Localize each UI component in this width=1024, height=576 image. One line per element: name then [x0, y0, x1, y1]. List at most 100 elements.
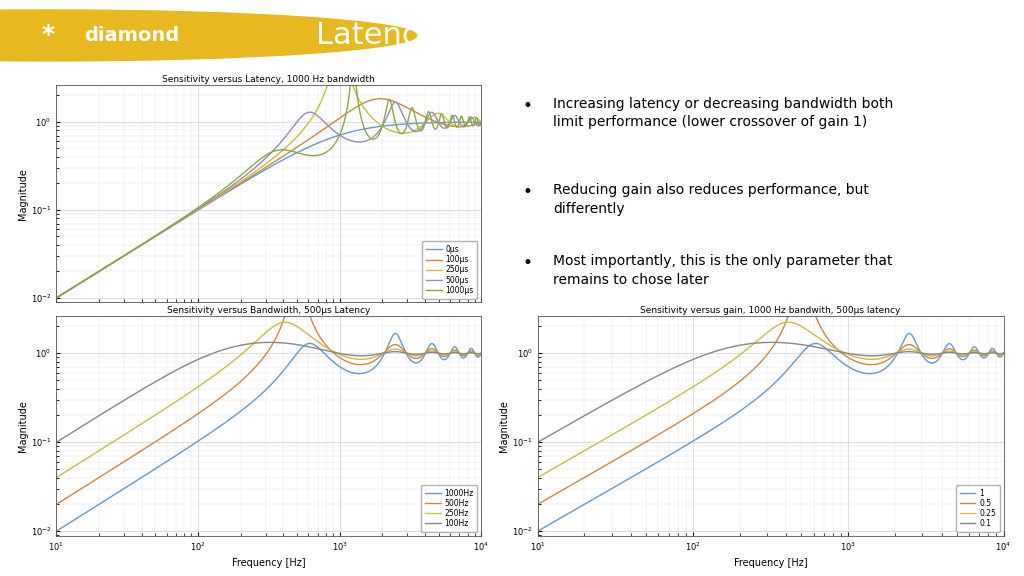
0.1 — [753, 339, 765, 346]
0.5 — [796, 78, 808, 85]
1 — [753, 393, 765, 400]
0μs — [228, 184, 241, 191]
250Hz — [441, 351, 454, 358]
Text: *: * — [42, 24, 54, 47]
100Hz — [264, 339, 276, 346]
Text: •: • — [522, 254, 532, 272]
100μs — [475, 119, 487, 126]
250Hz — [252, 336, 264, 343]
1000μs — [252, 157, 264, 164]
Text: diamond: diamond — [84, 26, 179, 45]
0.5 — [753, 361, 765, 367]
Line: 0.5: 0.5 — [538, 81, 1004, 505]
Text: Most importantly, this is the only parameter that
remains to chose later: Most importantly, this is the only param… — [553, 254, 893, 287]
100μs — [252, 169, 264, 176]
500μs — [252, 161, 264, 168]
1000μs — [462, 116, 474, 123]
250μs — [475, 119, 487, 126]
Line: 1000Hz: 1000Hz — [56, 334, 481, 531]
X-axis label: Frequency [Hz]: Frequency [Hz] — [232, 559, 305, 569]
Line: 100μs: 100μs — [56, 98, 481, 298]
100μs — [374, 95, 386, 102]
250μs — [232, 180, 245, 187]
500Hz — [441, 352, 454, 359]
500Hz — [475, 350, 487, 357]
Y-axis label: Magnitude: Magnitude — [499, 400, 509, 452]
Circle shape — [0, 10, 417, 61]
Text: 7th Low Emittance Workshop, CERN, 15-17 Jan 2018: Ideal Orbit Feedback for Low E: 7th Low Emittance Workshop, CERN, 15-17 … — [10, 555, 504, 564]
Title: Sensitivity versus gain, 1000 Hz bandwith, 500μs latency: Sensitivity versus gain, 1000 Hz bandwit… — [640, 306, 901, 315]
0.1 — [727, 343, 739, 350]
Text: Reducing gain also reduces performance, but
differently: Reducing gain also reduces performance, … — [553, 184, 868, 216]
Y-axis label: Magnitude: Magnitude — [17, 168, 28, 219]
100μs — [358, 99, 371, 106]
Legend: 0μs, 100μs, 250μs, 500μs, 1000μs: 0μs, 100μs, 250μs, 500μs, 1000μs — [423, 241, 477, 298]
0.25 — [870, 356, 883, 363]
1000Hz — [228, 412, 241, 419]
0.1 — [531, 439, 544, 446]
250μs — [359, 106, 372, 113]
1000μs — [347, 56, 359, 63]
Line: 500Hz: 500Hz — [56, 81, 481, 505]
Line: 100Hz: 100Hz — [56, 342, 481, 442]
250μs — [50, 294, 62, 301]
Line: 0.25: 0.25 — [538, 322, 1004, 478]
250Hz — [50, 474, 62, 481]
0.5 — [731, 380, 743, 387]
1 — [870, 369, 883, 376]
1000μs — [50, 294, 62, 301]
1000μs — [228, 177, 241, 184]
0μs — [475, 119, 487, 126]
1000μs — [232, 174, 245, 181]
Legend: 1, 0.5, 0.25, 0.1: 1, 0.5, 0.25, 0.1 — [956, 485, 999, 532]
0.5 — [531, 501, 544, 508]
100Hz — [228, 343, 241, 350]
500μs — [475, 119, 487, 126]
0.1 — [959, 350, 972, 357]
500μs — [228, 180, 241, 187]
250μs — [462, 118, 474, 125]
500Hz — [50, 501, 62, 508]
1000Hz — [441, 355, 454, 362]
500Hz — [228, 383, 241, 390]
X-axis label: Frequency [Hz]: Frequency [Hz] — [734, 559, 807, 569]
Line: 250Hz: 250Hz — [56, 322, 481, 478]
100μs — [50, 294, 62, 301]
1000μs — [359, 127, 372, 134]
Title: Sensitivity versus Bandwidth, 500μs Latency: Sensitivity versus Bandwidth, 500μs Late… — [167, 306, 371, 315]
0.25 — [727, 357, 739, 363]
0.25 — [959, 351, 972, 358]
1 — [731, 410, 743, 416]
1000Hz — [475, 350, 487, 357]
100μs — [232, 181, 245, 188]
Text: •: • — [522, 97, 532, 115]
Legend: 1000Hz, 500Hz, 250Hz, 100Hz: 1000Hz, 500Hz, 250Hz, 100Hz — [422, 485, 477, 532]
0.1 — [766, 339, 778, 346]
0μs — [441, 119, 454, 126]
0μs — [232, 182, 245, 189]
Line: 0.1: 0.1 — [538, 342, 1004, 442]
0.5 — [997, 350, 1010, 357]
1 — [983, 348, 995, 355]
250Hz — [462, 350, 474, 357]
1000Hz — [232, 410, 245, 416]
250μs — [252, 166, 264, 173]
1 — [903, 330, 915, 337]
100Hz — [462, 350, 474, 357]
100Hz — [441, 350, 454, 357]
1 — [997, 350, 1010, 357]
1000μs — [475, 119, 487, 126]
Line: 0μs: 0μs — [56, 122, 481, 298]
0.1 — [731, 342, 743, 349]
250Hz — [228, 357, 241, 363]
Line: 1000μs: 1000μs — [56, 60, 481, 298]
1000Hz — [462, 348, 474, 355]
0.25 — [531, 474, 544, 481]
100Hz — [252, 339, 264, 346]
250Hz — [475, 350, 487, 357]
0.1 — [870, 353, 883, 359]
500μs — [232, 177, 245, 184]
500μs — [389, 98, 401, 105]
Text: 13: 13 — [991, 552, 1011, 566]
1000μs — [441, 124, 454, 131]
